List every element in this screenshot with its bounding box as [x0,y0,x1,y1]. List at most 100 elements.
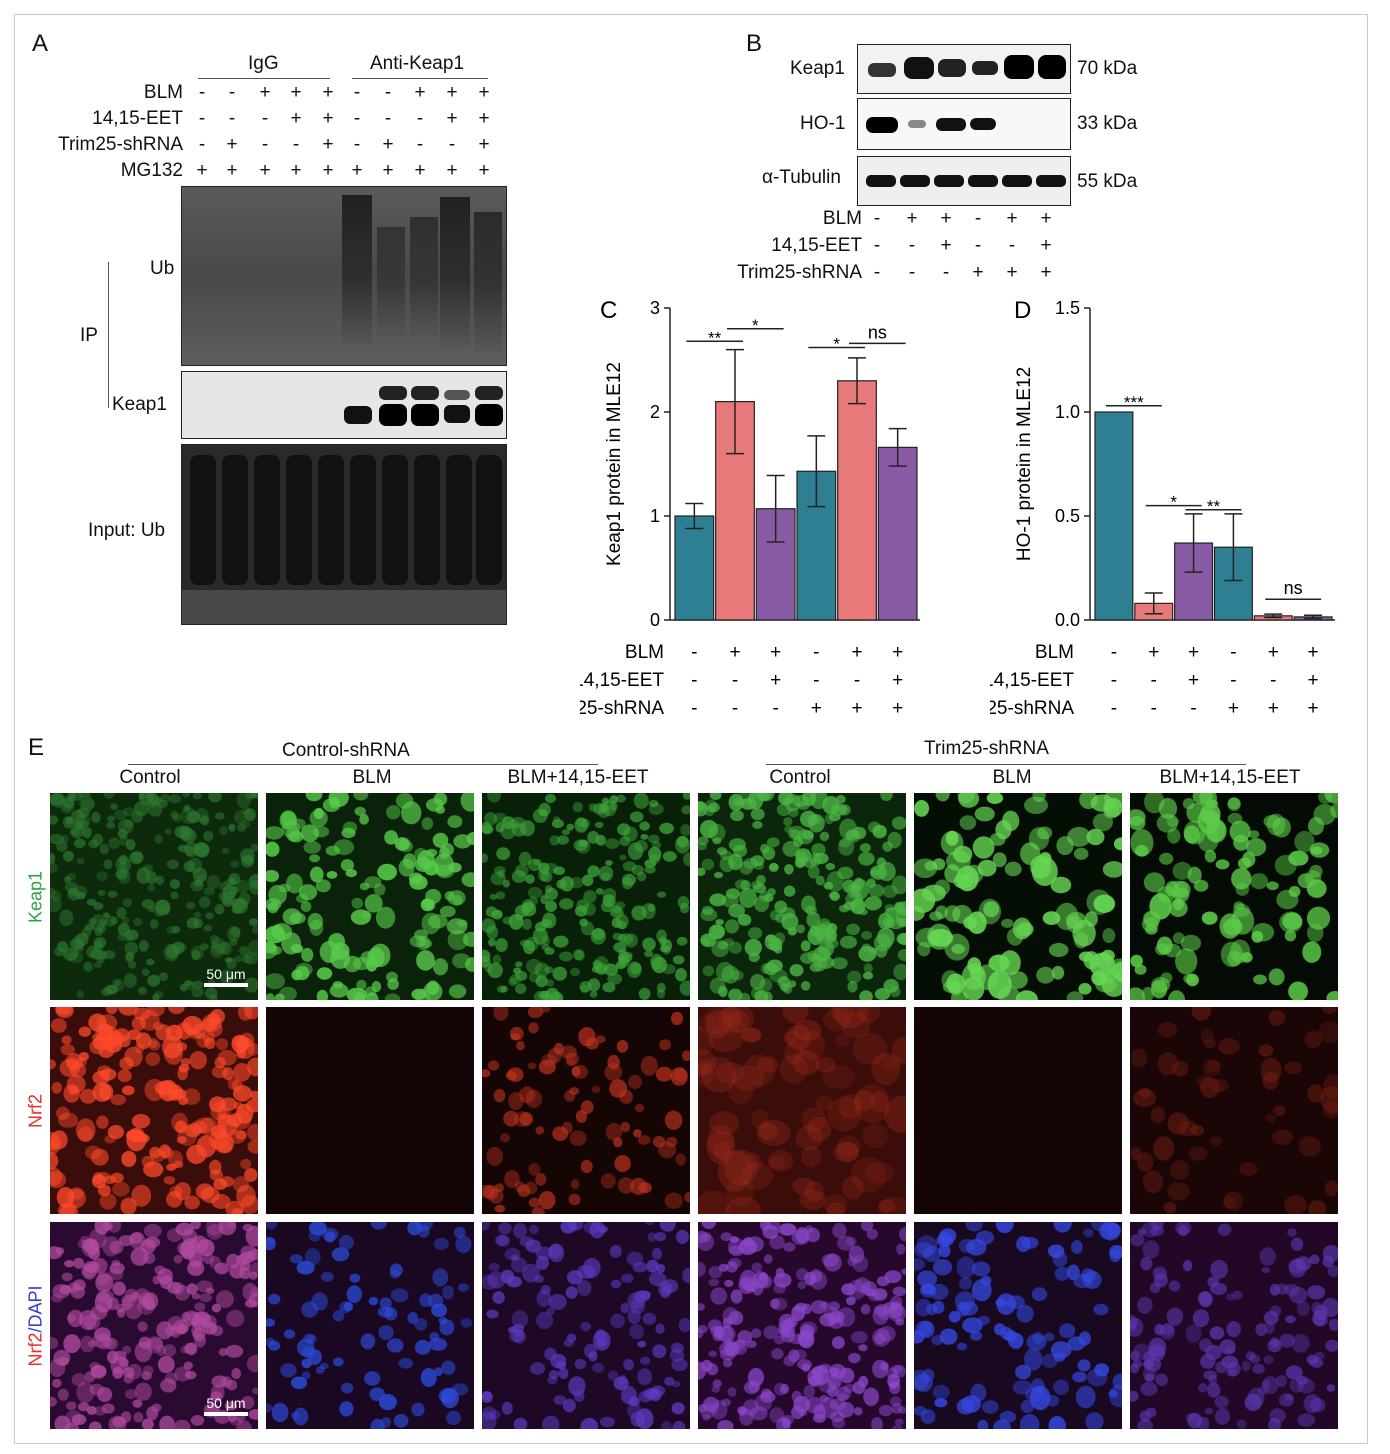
panel-a-group-anti-keap1: Anti-Keap1 [370,53,465,74]
panel-a-input-ub-label: Input: Ub [88,520,166,541]
panel-e-row-label: Nrf2 [25,1093,46,1128]
condition-sign: - [1111,670,1117,691]
panel-a-sign: + [414,160,426,181]
panel-a-sign: - [448,134,456,155]
panel-a-sign: - [261,134,269,155]
panel-a-sign: - [198,82,206,103]
condition-row-label: 14,15-EET [990,670,1074,691]
condition-sign: - [813,670,819,691]
panel-a-sign: - [353,82,361,103]
panel-e-micrograph [914,1007,1122,1214]
panel-b-sign: + [1040,235,1052,256]
panel-a-sign: + [196,160,208,181]
panel-a-letter: A [32,30,49,57]
bar [837,380,877,621]
panel-b-sign: + [1006,262,1018,283]
panel-b-sign: - [974,208,982,229]
panel-e-scale-bar-line [204,1412,248,1416]
condition-sign: - [854,670,860,691]
panel-a-row-label: 14,15-EET [92,108,183,129]
panel-a-sign: - [261,108,269,129]
panel-b-sign: + [972,262,984,283]
significance-label: ** [1207,497,1221,516]
panel-e-scale-bar: 50 μm [204,1395,248,1416]
panel-e-micrograph [482,793,690,1000]
condition-row-label: Trim25-shRNA [580,698,664,719]
panel-b-sign: - [873,235,881,256]
panel-b-sign: - [942,262,950,283]
panel-b-keap1-blot [857,44,1071,94]
panel-b-sign: + [1006,208,1018,229]
panel-e-micrograph [482,1007,690,1214]
panel-a-ip-label: IP [80,325,98,346]
panel-b-row-label: 14,15-EET [771,235,862,256]
panel-a-row-label: BLM [143,82,183,103]
condition-sign: - [691,698,697,719]
significance-label: *** [1124,393,1144,412]
panel-a-sign: + [322,108,334,129]
panel-a-keap1-line [352,78,488,79]
condition-sign: - [773,698,779,719]
panel-a-ip-keap1-blot [181,371,507,439]
condition-sign: - [1190,698,1196,719]
panel-b-tubulin-size: 55 kDa [1077,171,1138,192]
panel-a-sign: + [382,134,394,155]
condition-sign: + [1148,642,1159,663]
condition-sign: + [770,670,781,691]
y-tick-label: 1.0 [1055,402,1080,422]
condition-sign: + [892,642,903,663]
panel-b-sign: - [873,262,881,283]
panel-b-sign: + [906,208,918,229]
panel-e-scale-bar-label: 50 μm [206,966,246,982]
panel-b-tubulin-label: α-Tubulin [762,167,841,188]
condition-sign: + [1268,642,1279,663]
panel-b-sign: - [873,208,881,229]
chart-panel-letter: C [600,297,617,324]
panel-e-row-label-part: /DAPI [25,1284,46,1332]
condition-sign: + [770,642,781,663]
panel-e-micrograph [266,1222,474,1429]
condition-sign: - [1111,642,1117,663]
panel-a-sign: + [478,82,490,103]
y-tick-label: 3 [650,298,660,318]
panel-a-ip-bracket [108,262,109,408]
panel-a-sign: + [478,108,490,129]
condition-sign: - [691,642,697,663]
significance-label: * [1170,493,1177,512]
condition-sign: - [1111,698,1117,719]
panel-a-sign: + [478,160,490,181]
bar [877,446,918,621]
panel-e-column-label: BLM+14,15-EET [507,767,649,788]
y-tick-label: 1.5 [1055,298,1080,318]
panel-e-micrograph [1130,1222,1338,1429]
panel-b-row-label: BLM [822,208,862,229]
panel-a-sign: + [322,134,334,155]
panel-a-sign: + [414,82,426,103]
condition-row-label: 14,15-EET [580,670,664,691]
panel-b-keap1-label: Keap1 [790,58,845,79]
panel-e-micrograph [266,1007,474,1214]
panel-e-group-line-1 [128,764,598,765]
panel-e-micrograph [50,1222,258,1429]
significance-label: ns [1284,578,1303,598]
panel-b-sign: + [940,208,952,229]
panel-a-sign: - [198,108,206,129]
panel-e-column-label: BLM [352,767,392,788]
panel-a-keap1-label: Keap1 [112,394,167,415]
panel-b-sign: - [974,235,982,256]
condition-row-label: BLM [625,642,664,663]
panel-a-ub-label: Ub [150,258,175,279]
panel-a-sign: + [351,160,363,181]
panel-a-sign: - [353,134,361,155]
panel-b-ho1-label: HO-1 [800,113,846,134]
panel-e-column-label: Control [119,767,181,788]
panel-a-row-label: Trim25-shRNA [58,134,183,155]
panel-b-sign: - [1008,235,1016,256]
panel-b-sign: - [908,235,916,256]
y-axis-label: HO-1 protein in MLE12 [1014,367,1035,561]
panel-a-sign: - [228,82,236,103]
panel-a-sign: + [226,160,238,181]
panel-e-scale-bar-line [204,983,248,987]
y-tick-label: 0 [650,610,660,630]
panel-b-letter: B [746,30,763,57]
